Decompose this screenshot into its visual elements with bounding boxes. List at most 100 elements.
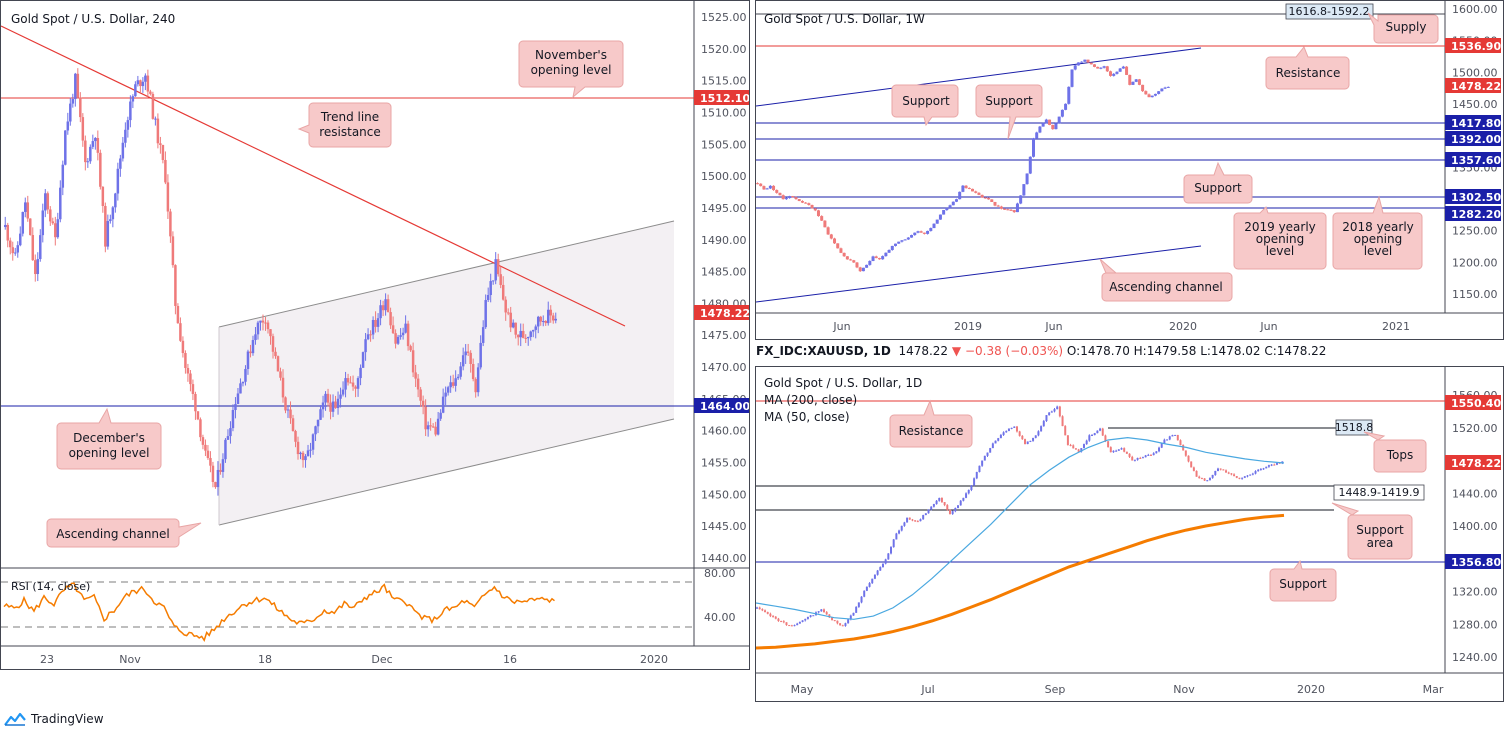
d1-candle: [1211, 474, 1214, 479]
w1-candle: [800, 200, 804, 204]
w1-note-supply[interactable]: Supply: [1367, 12, 1439, 44]
h4-candle: [214, 481, 217, 489]
h4-note-december[interactable]: December's opening level: [56, 407, 162, 470]
d1-candle: [898, 529, 901, 535]
w1-candle: [1099, 67, 1103, 70]
w1-candle: [1150, 95, 1154, 98]
w1-time-axis[interactable]: Jun 2019 Jun 2020 Jun 2021: [832, 320, 1410, 333]
d1-note-resistance[interactable]: Resistance: [889, 399, 973, 448]
d1-price-axis[interactable]: 1560.001520.001480.001440.001400.001360.…: [1452, 389, 1498, 664]
w1-chart-svg[interactable]: 1616.8-1592.2 Supply Resistance Support …: [756, 1, 1503, 339]
w1-candle: [1157, 90, 1161, 95]
w1-candle: [772, 185, 776, 191]
h4-candle: [231, 404, 235, 432]
d1-candle: [994, 440, 997, 444]
h4-candle: [521, 323, 525, 339]
h4-candle: [6, 222, 10, 248]
h4-trendline-resistance[interactable]: [1, 25, 626, 327]
w1-note-2019-open[interactable]: 2019 yearly opening level: [1233, 206, 1327, 270]
w1-note-support-2[interactable]: Support: [975, 84, 1043, 140]
d1-note-resistance-text: Resistance: [899, 424, 964, 438]
d1-candle: [1158, 446, 1161, 453]
h4-candle: [309, 442, 312, 458]
d1-candle: [1074, 448, 1077, 450]
w1-candle: [1064, 103, 1068, 111]
h4-candle: [234, 397, 237, 419]
w1-candle: [775, 189, 779, 194]
h4-price-tags: 1512.10 1478.22 1464.00: [694, 90, 749, 413]
d1-candle: [1053, 407, 1056, 413]
h4-note-november[interactable]: November's opening level: [518, 40, 624, 99]
w1-price-tag-price: 1478.22: [1445, 78, 1501, 93]
h4-candle: [511, 319, 515, 329]
w1-note-support-1[interactable]: Support: [891, 84, 959, 127]
d1-support-area-box-text: 1448.9-1419.9: [1339, 486, 1420, 499]
h4-note-channel[interactable]: Ascending channel: [46, 518, 202, 548]
w1-channel-lower[interactable]: [756, 245, 1202, 303]
h4-ylabel: 1520.00: [701, 43, 747, 56]
d1-candle: [1093, 432, 1096, 436]
d1-candle: [1064, 425, 1067, 436]
d1-candle: [1257, 469, 1260, 472]
h4-candle: [399, 328, 402, 340]
d1-candle: [916, 520, 919, 523]
h4-candle: [441, 388, 445, 414]
svg-text:1282.20: 1282.20: [1451, 208, 1501, 221]
d1-candle: [965, 492, 968, 499]
h4-candle: [431, 423, 435, 428]
w1-note-support-3[interactable]: Support: [1183, 161, 1253, 204]
d1-time-axis[interactable]: May Jul Sep Nov 2020 Mar: [791, 683, 1444, 696]
w1-note-resistance[interactable]: Resistance: [1265, 46, 1350, 90]
h4-time-axis[interactable]: 23 Nov 18 Dec 16 2020: [40, 653, 668, 666]
w1-note-2019-line3: level: [1266, 244, 1295, 258]
d1-note-tops[interactable]: Tops: [1363, 431, 1427, 473]
d1-note-support-area[interactable]: Support area: [1331, 502, 1413, 560]
h4-candle: [156, 113, 160, 149]
d1-support-area-box[interactable]: 1448.9-1419.9: [1333, 484, 1425, 501]
h4-candle: [249, 344, 252, 358]
d1-note-tops-text: Tops: [1386, 448, 1414, 462]
w1-candle: [794, 196, 798, 200]
w1-channel-upper[interactable]: [756, 47, 1202, 107]
d1-candle: [981, 460, 984, 467]
d1-candle: [930, 506, 933, 511]
h4-rsi-label: RSI (14, close): [11, 580, 90, 593]
h4-channel-upper-line[interactable]: [218, 220, 675, 328]
h4-candle: [134, 81, 137, 97]
w1-candle: [823, 220, 827, 228]
h4-candle: [534, 324, 537, 339]
d1-chart-panel[interactable]: 1518.8 1448.9-1419.9 Resistance Tops Sup…: [755, 366, 1504, 702]
w1-chart-panel[interactable]: 1616.8-1592.2 Supply Resistance Support …: [755, 0, 1504, 340]
symbol-name[interactable]: FX_IDC:XAUUSD, 1D: [756, 344, 891, 358]
h4-candle: [296, 436, 300, 460]
d1-candle: [983, 455, 986, 461]
h4-chart-svg[interactable]: November's opening level Trend line resist…: [1, 1, 749, 669]
h4-note-december-line2: opening level: [69, 446, 150, 460]
h4-note-trendline[interactable]: Trend line resistance: [297, 102, 392, 148]
w1-note-resistance-text: Resistance: [1276, 66, 1341, 80]
w1-note-2018-open[interactable]: 2018 yearly opening level: [1332, 195, 1423, 270]
d1-chart-svg[interactable]: 1518.8 1448.9-1419.9 Resistance Tops Sup…: [756, 367, 1503, 701]
d1-tops-box[interactable]: 1518.8: [1335, 419, 1374, 436]
d1-candle: [999, 433, 1002, 439]
h4-channel-lower-line[interactable]: [218, 418, 675, 526]
w1-candle: [768, 185, 772, 190]
w1-note-channel[interactable]: Ascending channel: [1099, 258, 1233, 302]
h4-chart-panel[interactable]: November's opening level Trend line resist…: [0, 0, 750, 670]
h4-price-axis[interactable]: 1525.00 1520.00 1515.00 1510.00 1505.00 1500.…: [701, 11, 747, 565]
h4-candle: [371, 316, 375, 340]
d1-candle: [868, 582, 871, 588]
d1-note-support[interactable]: Support: [1269, 559, 1337, 602]
tradingview-logo[interactable]: TradingView: [4, 710, 104, 728]
d1-candle: [1037, 430, 1040, 437]
w1-supply-zone-box[interactable]: 1616.8-1592.2: [1285, 3, 1374, 20]
h4-candle: [159, 136, 162, 154]
d1-candle: [1166, 439, 1169, 441]
h4-candle: [211, 461, 215, 488]
w1-candle: [1070, 69, 1074, 88]
d1-candle: [1058, 405, 1061, 418]
d1-ylabel: 1280.00: [1452, 618, 1498, 631]
d1-candle: [1249, 474, 1252, 476]
